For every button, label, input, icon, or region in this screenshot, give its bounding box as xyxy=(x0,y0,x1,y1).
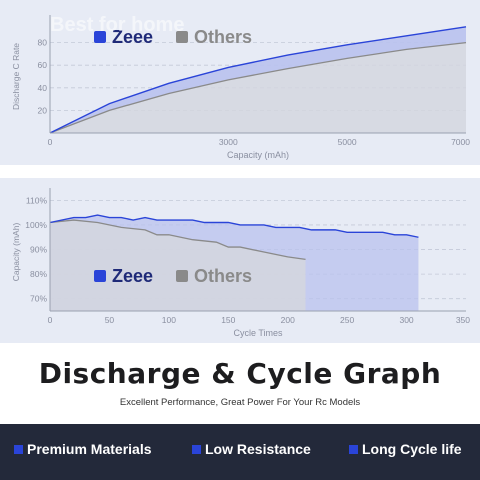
legend-label-others: Others xyxy=(194,266,252,286)
feature-low-resistance: Low Resistance xyxy=(192,441,311,457)
x-tick-label: 100 xyxy=(162,315,176,325)
discharge-chart-panel: 20 40 60 80 0 3000 5000 7000 Capacity (mAh) Disch… xyxy=(0,0,480,165)
others-area xyxy=(50,42,466,133)
others-area xyxy=(50,220,306,311)
zeee-area xyxy=(50,26,466,134)
y-tick-label: 110% xyxy=(26,195,48,205)
y-tick-label: 80% xyxy=(30,269,47,279)
y-axis-label: Capacity (mAh) xyxy=(11,223,21,282)
x-tick-label: 350 xyxy=(456,315,470,325)
y-tick-label: 20 xyxy=(38,105,48,115)
x-tick-label: 5000 xyxy=(338,137,357,147)
square-bullet-icon xyxy=(14,444,23,454)
x-tick-label: 3000 xyxy=(219,137,238,147)
y-tick-label: 80 xyxy=(38,38,48,48)
feature-long-cycle-life: Long Cycle life xyxy=(349,441,462,457)
x-tick-label: 7000 xyxy=(451,137,470,147)
y-axis-label: Discharge C Rate xyxy=(11,43,21,110)
zeee-series-line xyxy=(49,214,419,238)
y-tick-label: 90% xyxy=(30,245,47,255)
x-tick-label: 250 xyxy=(340,315,354,325)
feature-bar: Premium Materials Low Resistance Long Cy… xyxy=(0,424,480,480)
feature-label: Low Resistance xyxy=(205,441,311,457)
legend-label-others: Others xyxy=(194,27,252,47)
y-tick-label: 100% xyxy=(25,220,47,230)
x-tick-label: 0 xyxy=(48,137,53,147)
y-tick-label: 40 xyxy=(38,83,48,93)
x-tick-label: 50 xyxy=(105,315,115,325)
page-subtitle: Excellent Performance, Great Power For Y… xyxy=(119,397,361,408)
x-tick-label: 300 xyxy=(399,315,413,325)
x-axis-label: Cycle Times xyxy=(233,328,283,338)
discharge-chart: 20 40 60 80 0 3000 5000 7000 Capacity (mAh) Disch… xyxy=(11,15,470,160)
legend-swatch-others xyxy=(176,270,188,282)
y-tick-label: 60 xyxy=(38,60,48,70)
x-axis-label: Capacity (mAh) xyxy=(227,150,289,160)
watermark: Best for home xyxy=(50,14,185,36)
legend-swatch-others xyxy=(176,31,188,43)
legend-swatch-zeee xyxy=(94,31,106,43)
others-series-line xyxy=(49,219,306,261)
x-tick-label: 0 xyxy=(48,315,53,325)
legend-label-zeee: Zeee xyxy=(112,27,153,47)
feature-premium-materials: Premium Materials xyxy=(14,441,152,457)
square-bullet-icon xyxy=(192,444,201,454)
page-title: Discharge & Cycle Graph xyxy=(38,357,442,390)
heading: Discharge & Cycle Graph xyxy=(0,357,480,390)
y-tick-label: 70% xyxy=(30,294,47,304)
cycle-chart-panel: 110% 100% 90% 80% 70% 0 50 100 150 200 250 300 350 Cy… xyxy=(0,178,480,343)
others-series-line xyxy=(49,41,467,134)
zeee-series-line xyxy=(49,26,467,134)
legend-swatch-zeee xyxy=(94,270,106,282)
square-bullet-icon xyxy=(349,444,358,454)
cycle-chart: 110% 100% 90% 80% 70% 0 50 100 150 200 250 300 350 Cy… xyxy=(11,188,470,338)
feature-label: Premium Materials xyxy=(27,441,152,457)
x-tick-label: 150 xyxy=(221,315,235,325)
legend-label-zeee: Zeee xyxy=(112,266,153,286)
feature-label: Long Cycle life xyxy=(362,441,462,457)
x-tick-label: 200 xyxy=(281,315,295,325)
